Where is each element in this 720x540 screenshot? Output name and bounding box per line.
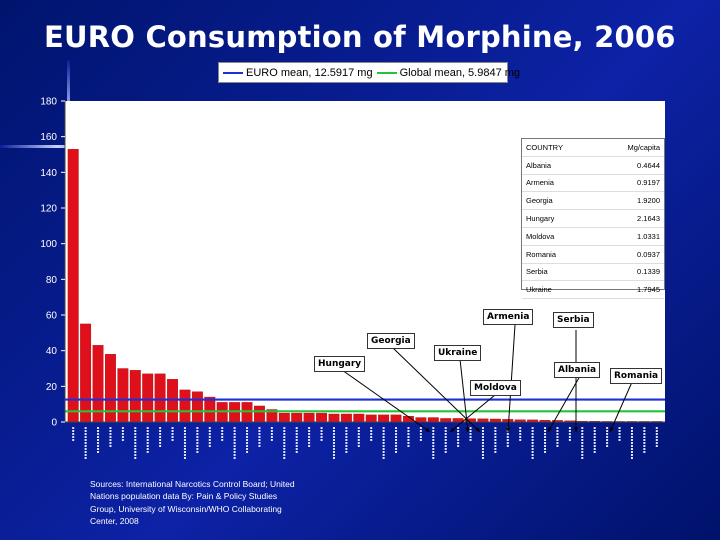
page-title: EURO Consumption of Morphine, 2006	[44, 20, 676, 54]
table-cell-country: Hungary	[522, 209, 597, 228]
table-row: Albania 0.4644	[522, 156, 664, 175]
bar	[353, 413, 365, 423]
bar	[117, 368, 129, 423]
y-tick-label: 0	[51, 418, 57, 429]
callout-arrow-line	[341, 369, 431, 433]
callout-arrow-head	[465, 427, 470, 432]
table-row: Hungary 2.1643	[522, 209, 664, 228]
bar	[179, 389, 191, 423]
callout-arrow-head	[475, 427, 480, 432]
callout-hungary: Hungary	[314, 356, 366, 372]
callout-arrow-head	[450, 427, 455, 432]
bar	[452, 418, 464, 423]
table-cell-value: 0.0937	[596, 245, 664, 264]
bar	[67, 148, 79, 423]
table-header-row: COUNTRY Mg/capita	[522, 139, 664, 157]
callout-arrow-line	[449, 394, 496, 433]
country-data-table: COUNTRY Mg/capita Albania 0.4644 Armenia 0…	[521, 138, 665, 300]
callout-arrows	[341, 324, 633, 433]
table-row: Armenia 0.9197	[522, 174, 664, 193]
y-tick-label: 100	[40, 239, 57, 250]
table-cell-country: Serbia	[522, 263, 597, 282]
table-cell-value: 1.7945	[596, 280, 664, 300]
legend-swatch-global	[376, 71, 397, 74]
callout-arrow-line	[609, 381, 633, 433]
callout-ukraine: Ukraine	[434, 345, 482, 361]
y-axis: 0 20 40 60 80 100 120 140 160 180	[40, 97, 665, 429]
callout-romania: Romania	[610, 368, 663, 384]
callout-albania: Albania	[554, 362, 601, 378]
table-cell-value: 2.1643	[596, 209, 664, 228]
callout-arrow-head	[425, 427, 430, 432]
table-row: Romania 0.0937	[522, 245, 664, 264]
bar	[80, 323, 92, 423]
bar	[291, 412, 303, 423]
table-cell-country: Armenia	[522, 174, 597, 193]
callout-arrow-line	[507, 324, 516, 433]
bar	[415, 417, 427, 423]
reference-lines	[65, 398, 665, 413]
callout-arrow-head	[506, 427, 511, 432]
callout-moldova: Moldova	[470, 380, 521, 396]
bar	[440, 418, 452, 423]
y-tick-label: 120	[40, 204, 57, 215]
callout-arrow-line	[547, 375, 581, 433]
table-row: Ukraine 1.7945	[522, 280, 664, 300]
bar	[254, 405, 265, 423]
bar	[390, 414, 402, 423]
y-tick-label: 180	[40, 97, 57, 108]
x-axis-labels	[72, 427, 658, 459]
table-cell-country: Ukraine	[522, 280, 597, 300]
y-tick-label: 20	[46, 382, 58, 393]
table-row: Serbia 0.1339	[522, 263, 664, 282]
bar	[328, 413, 340, 423]
table-header-country: COUNTRY	[522, 139, 597, 157]
table-cell-value: 0.9197	[596, 174, 664, 193]
callout-arrow-head	[609, 427, 614, 432]
callout-arrow-line	[392, 347, 481, 433]
table-cell-value: 0.1339	[596, 263, 664, 282]
legend-item-global: Global mean, 5.9847 mg	[376, 66, 521, 79]
bar	[316, 412, 327, 423]
bar	[365, 414, 377, 423]
legend-label-global: Global mean, 5.9847 mg	[399, 66, 521, 79]
callout-georgia: Georgia	[367, 333, 415, 349]
bar	[303, 412, 315, 423]
callout-serbia: Serbia	[553, 312, 594, 328]
y-tick-label: 60	[46, 311, 58, 322]
bar	[129, 370, 141, 423]
bar	[142, 373, 154, 423]
bar	[427, 417, 439, 423]
callout-arrow-head	[548, 427, 553, 432]
legend-swatch-euro	[223, 71, 243, 74]
y-tick-label: 160	[40, 132, 57, 143]
table-cell-value: 1.0331	[596, 227, 664, 246]
table-cell-country: Moldova	[522, 227, 597, 246]
table-row: Moldova 1.0331	[522, 227, 664, 246]
bar	[378, 414, 390, 423]
sources-note: Sources: International Narcotics Control…	[90, 479, 295, 526]
callout-armenia: Armenia	[483, 309, 534, 325]
table-cell-value: 0.4644	[596, 156, 664, 175]
decorative-horizontal-line	[0, 145, 115, 148]
callout-arrow-head	[573, 427, 579, 432]
callout-arrow-line	[459, 358, 469, 433]
table-cell-country: Albania	[522, 156, 597, 175]
bar	[204, 396, 216, 423]
legend-item-euro: EURO mean, 12.5917 mg	[223, 67, 373, 79]
bar	[154, 373, 166, 423]
table-cell-country: Romania	[522, 245, 597, 264]
bar	[191, 391, 203, 423]
table-row: Georgia 1.9200	[522, 191, 664, 211]
table-cell-value: 1.9200	[596, 191, 664, 211]
y-tick-label: 140	[40, 168, 57, 179]
legend-label-euro: EURO mean, 12.5917 mg	[246, 66, 373, 79]
table-header-mg: Mg/capita	[596, 139, 664, 157]
bar	[340, 413, 352, 423]
chart-legend: EURO mean, 12.5917 mg Global mean, 5.984…	[218, 62, 520, 83]
y-tick-label: 80	[46, 275, 58, 286]
table-cell-country: Georgia	[522, 191, 597, 211]
y-tick-label: 40	[46, 346, 58, 357]
bar	[278, 412, 290, 423]
